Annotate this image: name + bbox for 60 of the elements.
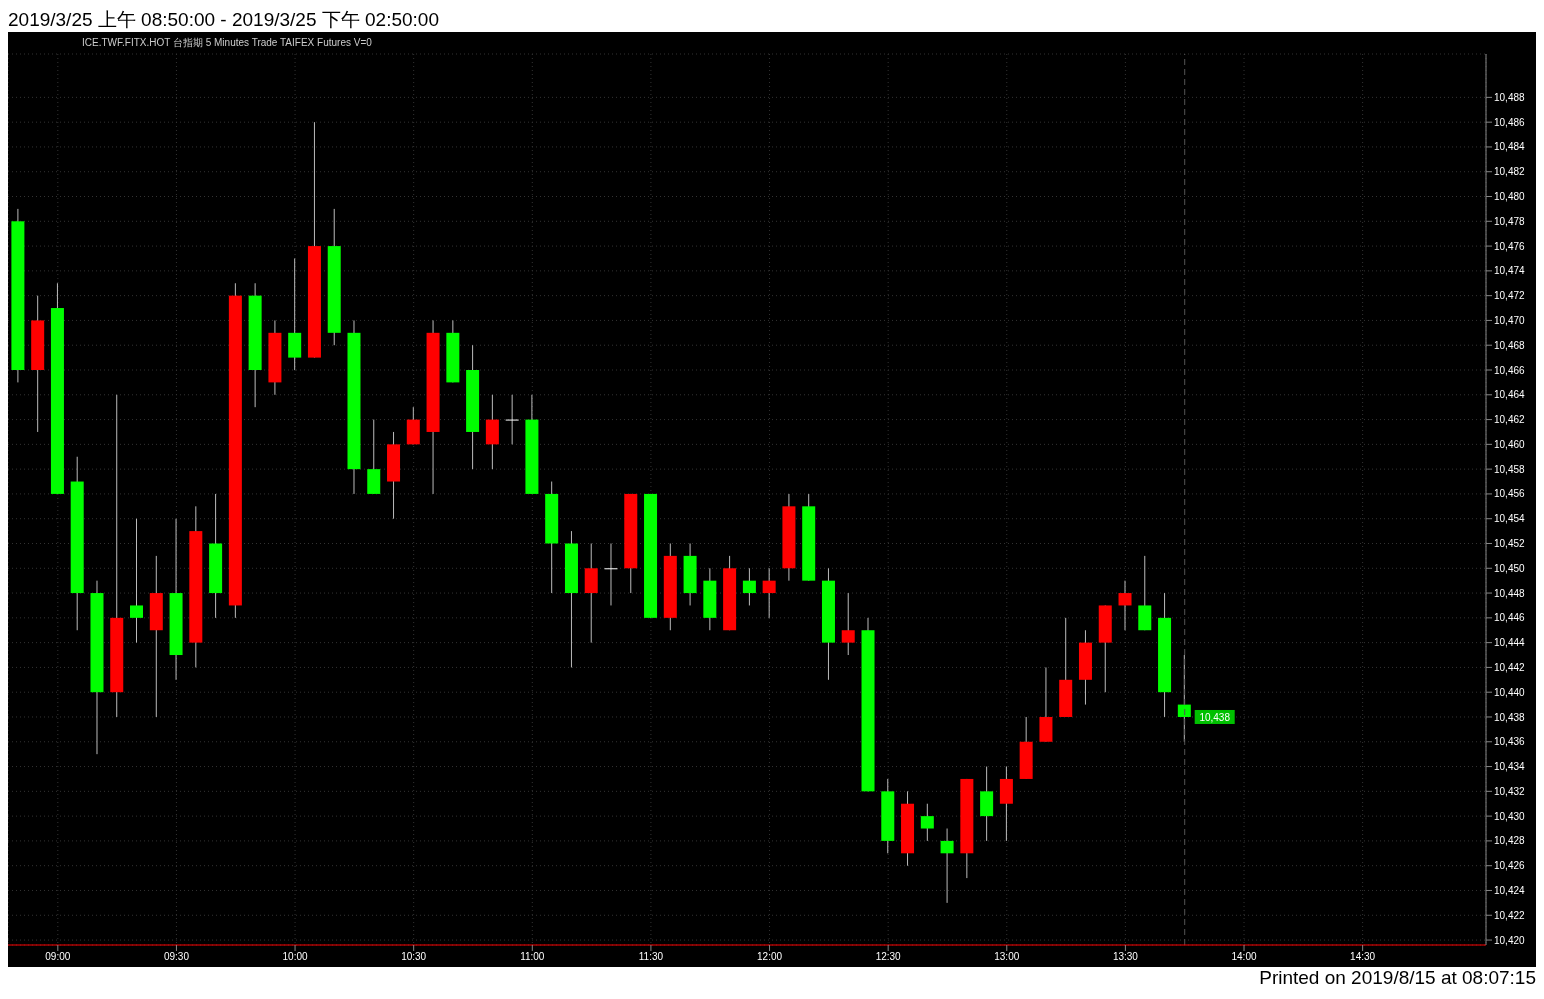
y-tick-label: 10,482	[1494, 166, 1526, 178]
candlestick	[940, 828, 954, 904]
y-tick-label: 10,456	[1494, 488, 1526, 500]
y-tick-label: 10,476	[1494, 240, 1526, 252]
y-tick-label: 10,446	[1494, 612, 1526, 624]
candlestick	[762, 567, 776, 619]
y-tick-label: 10,478	[1494, 215, 1526, 227]
y-tick-label: 10,488	[1494, 91, 1526, 103]
text: Printed on 2019/8/15 at 08:07:15	[1258, 967, 1536, 989]
y-tick-label: 10,438	[1494, 711, 1526, 723]
x-tick-label: 13:00	[994, 951, 1020, 963]
y-tick-label: 10,460	[1494, 438, 1526, 450]
x-tick-label: 09:00	[45, 951, 71, 963]
x-tick-label: 14:30	[1350, 951, 1376, 963]
candlestick	[604, 542, 618, 606]
y-tick-label: 10,458	[1494, 463, 1526, 475]
y-tick-label: 10,426	[1494, 860, 1526, 872]
y-tick-label: 10,428	[1494, 835, 1526, 847]
x-tick-label: 12:00	[757, 951, 783, 963]
y-tick-label: 10,484	[1494, 141, 1526, 153]
y-tick-label: 10,480	[1494, 191, 1526, 203]
y-tick-label: 10,468	[1494, 339, 1526, 351]
y-tick-label: 10,422	[1494, 909, 1526, 921]
candlestick	[841, 592, 855, 656]
y-tick-label: 10,466	[1494, 364, 1526, 376]
candlestick	[920, 803, 934, 842]
x-tick-label: 10:30	[401, 951, 427, 963]
candlestick	[130, 518, 144, 644]
y-tick-label: 10,486	[1494, 116, 1526, 128]
y-tick-label: 10,420	[1494, 934, 1526, 946]
y-tick-label: 10,432	[1494, 785, 1526, 797]
y-tick-label: 10,444	[1494, 637, 1526, 649]
x-tick-label: 14:00	[1231, 951, 1257, 963]
y-tick-label: 10,436	[1494, 736, 1526, 748]
y-tick-label: 10,474	[1494, 265, 1526, 277]
y-tick-label: 10,450	[1494, 562, 1526, 574]
x-tick-label: 13:30	[1112, 951, 1139, 963]
y-tick-label: 10,472	[1494, 290, 1526, 302]
y-tick-label: 10,434	[1494, 761, 1526, 773]
y-tick-label: 10,442	[1494, 661, 1526, 673]
y-tick-label: 10,470	[1494, 314, 1526, 326]
x-tick-label: 11:00	[520, 951, 545, 963]
y-tick-label: 10,464	[1494, 389, 1526, 401]
candlestick	[505, 394, 519, 445]
y-tick-label: 10,452	[1494, 538, 1526, 550]
x-tick-label: 12:30	[875, 951, 902, 963]
annotation: 10,438	[1199, 711, 1231, 723]
y-tick-label: 10,448	[1494, 587, 1526, 599]
candlestick	[1118, 580, 1132, 631]
candlestick	[742, 567, 756, 606]
x-tick-label: 10:00	[282, 951, 309, 963]
x-tick-label: 09:30	[163, 951, 190, 963]
y-tick-label: 10,454	[1494, 513, 1526, 525]
y-tick-label: 10,424	[1494, 885, 1526, 897]
y-tick-label: 10,440	[1494, 686, 1526, 698]
x-tick-label: 11:30	[638, 951, 664, 963]
y-tick-label: 10,430	[1494, 810, 1526, 822]
y-tick-label: 10,462	[1494, 414, 1526, 426]
chart-subtitle: ICE.TWF.FITX.HOT 台指期 5 Minutes Trade TAIFEX Futures V=0	[82, 36, 372, 50]
chart-title: 2019/3/25 上午 08:50:00 - 2019/3/25 下午 02:50:00	[8, 8, 440, 32]
